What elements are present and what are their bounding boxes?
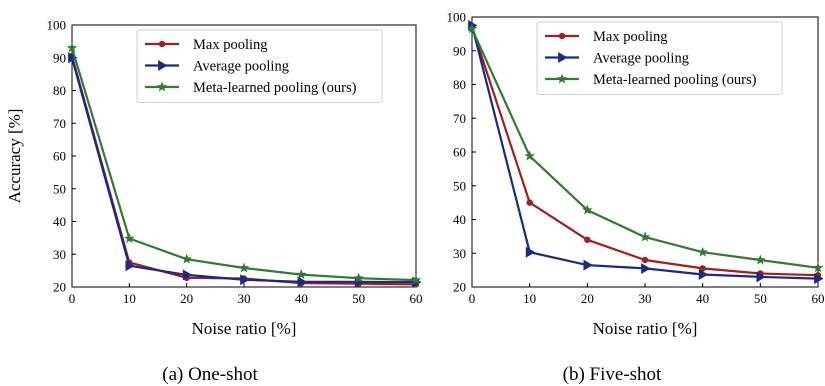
data-point [814, 273, 824, 285]
data-point [124, 233, 135, 243]
legend-label: Meta-learned pooling (ours) [593, 72, 757, 88]
y-tick-label: 80 [453, 77, 466, 92]
data-point [240, 274, 250, 286]
y-tick-label: 20 [453, 280, 466, 295]
y-tick-label: 100 [47, 18, 67, 33]
x-tick-label: 20 [180, 291, 193, 306]
data-point [125, 260, 135, 272]
data-point [182, 269, 193, 281]
legend-label: Max pooling [593, 29, 668, 45]
panel-caption: (a) One-shot [162, 364, 258, 385]
legend-marker [158, 40, 166, 48]
y-tick-label: 30 [453, 246, 466, 261]
legend-marker [158, 60, 168, 71]
y-tick-label: 60 [53, 149, 66, 164]
data-point [181, 253, 192, 264]
y-tick-label: 80 [53, 83, 66, 98]
legend-marker [558, 32, 566, 40]
chart-panel-1: 0 10 20 30 40 50 60 20 30 40 50 60 70 80 90 100 Noise ra… [447, 10, 825, 386]
x-tick-label: 10 [523, 291, 536, 306]
legend-label: Meta-learned pooling (ours) [193, 80, 357, 96]
data-point [524, 150, 535, 161]
x-tick-label: 30 [639, 291, 652, 306]
data-point [582, 204, 593, 215]
x-tick-label: 40 [696, 291, 709, 306]
data-point [698, 269, 709, 281]
y-tick-label: 60 [453, 145, 466, 160]
data-point [584, 236, 591, 243]
y-tick-label: 90 [453, 43, 466, 58]
x-tick-label: 60 [812, 291, 825, 306]
data-point [583, 259, 593, 271]
legend-marker [156, 81, 168, 92]
y-tick-label: 40 [453, 212, 466, 227]
y-tick-label: 50 [53, 181, 66, 196]
x-tick-label: 40 [295, 291, 308, 306]
legend-box [536, 21, 783, 95]
data-point [526, 199, 533, 206]
panel-caption: (b) Five-shot [563, 364, 662, 385]
data-point [641, 262, 651, 274]
legend-marker [558, 52, 568, 63]
x-tick-label: 10 [123, 291, 136, 306]
data-point [641, 256, 649, 264]
data-point [68, 52, 78, 64]
legend-label: Average pooling [593, 51, 689, 67]
y-tick-label: 20 [53, 280, 66, 295]
x-tick-label: 50 [754, 291, 767, 306]
y-tick-label: 100 [447, 10, 467, 25]
data-point [410, 274, 422, 285]
data-point [697, 246, 708, 257]
x-axis-label: Noise ratio [%] [593, 319, 698, 338]
x-tick-label: 50 [352, 291, 365, 306]
data-point [525, 246, 536, 258]
x-tick-label: 0 [469, 291, 476, 306]
data-point [353, 272, 364, 283]
y-tick-label: 70 [453, 111, 466, 126]
data-point [297, 276, 307, 288]
data-point [812, 262, 824, 273]
x-axis-label: Noise ratio [%] [192, 319, 297, 338]
data-point [466, 23, 478, 34]
data-point [238, 262, 250, 273]
y-tick-label: 70 [53, 116, 66, 131]
x-tick-label: 0 [69, 291, 76, 306]
y-axis-label: Accuracy [%] [5, 109, 24, 204]
legend-box [136, 29, 383, 103]
legend-label: Max pooling [193, 37, 268, 53]
y-tick-label: 90 [53, 50, 66, 65]
data-point [756, 271, 766, 283]
y-tick-label: 30 [53, 247, 66, 262]
x-tick-label: 30 [238, 291, 251, 306]
x-tick-label: 60 [410, 291, 423, 306]
chart-panel-0: 0 10 20 30 40 50 60 20 30 40 50 60 70 80 90 100 Noise ra… [5, 18, 423, 386]
x-tick-label: 20 [581, 291, 594, 306]
y-tick-label: 50 [453, 178, 466, 193]
legend-label: Average pooling [193, 59, 289, 75]
data-point [699, 265, 706, 272]
legend-marker [556, 73, 568, 84]
y-tick-label: 40 [53, 214, 66, 229]
data-point [755, 254, 766, 265]
data-point [296, 269, 307, 279]
data-point [639, 231, 651, 242]
data-point [66, 42, 78, 53]
